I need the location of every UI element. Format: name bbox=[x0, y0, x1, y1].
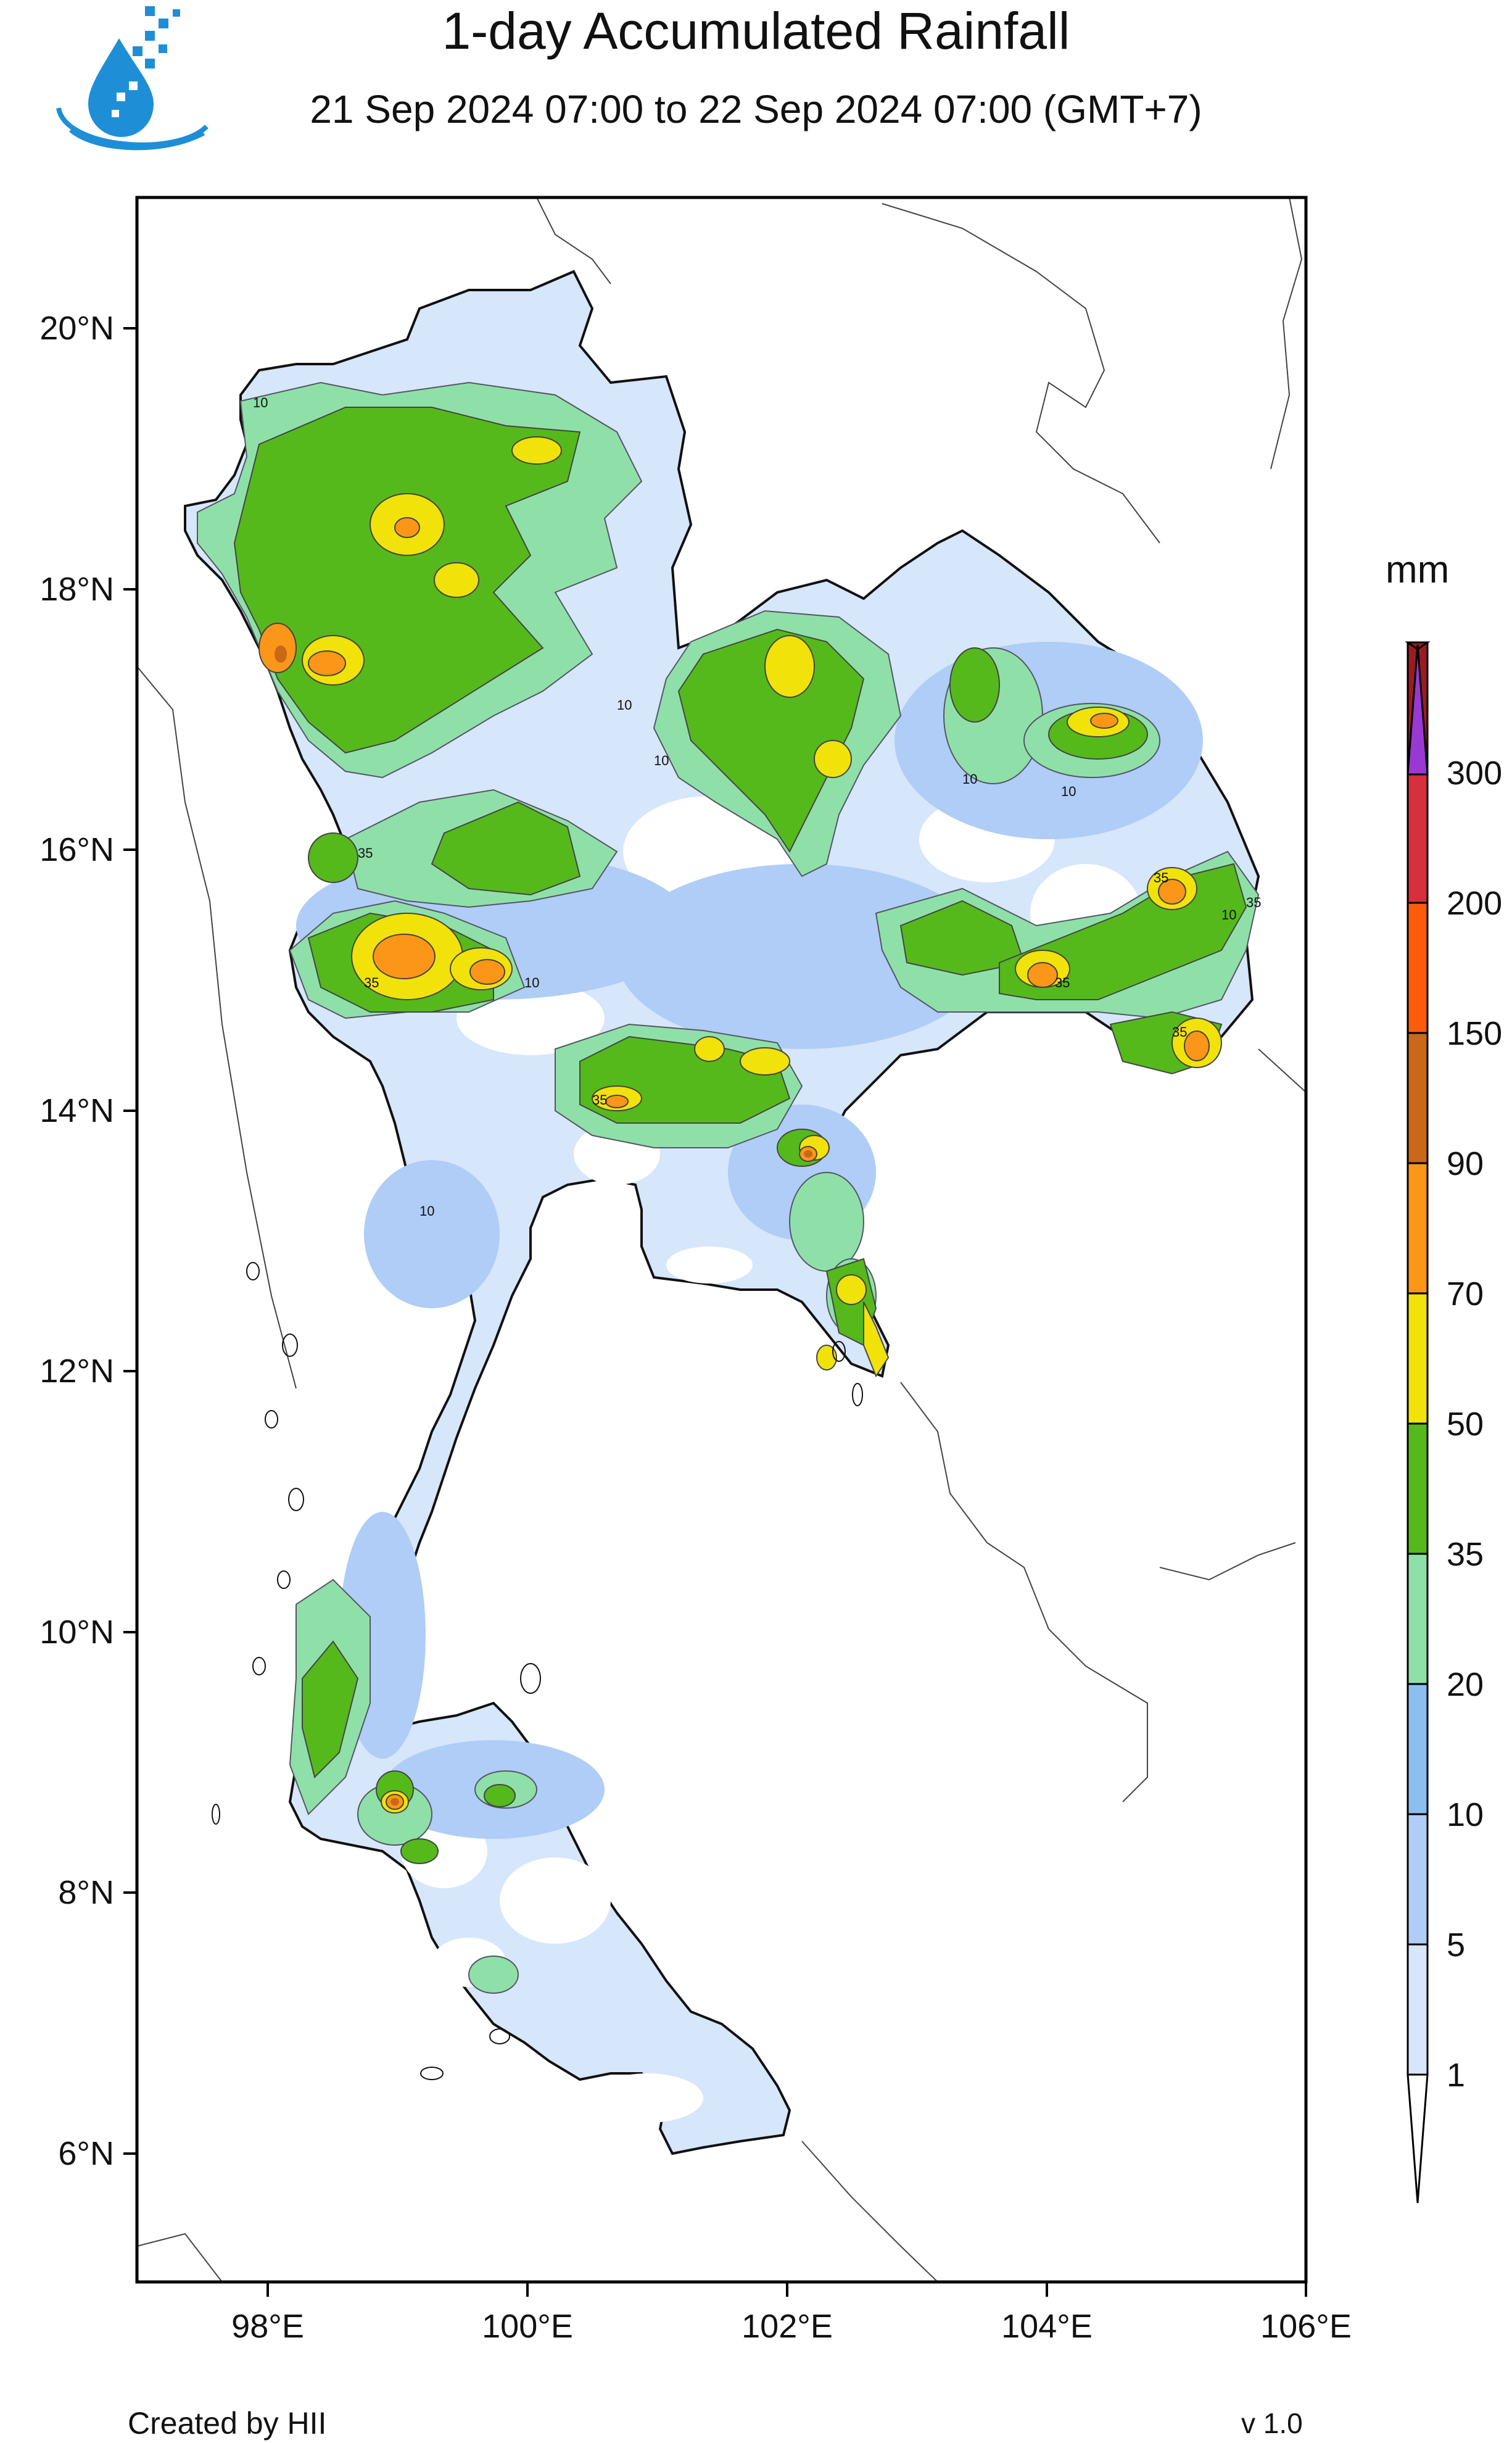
legend-swatch-20 bbox=[1407, 1553, 1429, 1685]
legend-label: 35 bbox=[1447, 1536, 1484, 1573]
legend-label: 90 bbox=[1447, 1145, 1484, 1182]
map-title: 1-day Accumulated Rainfall bbox=[442, 2, 1070, 60]
contour-label-10: 10 bbox=[253, 395, 268, 410]
contour-label-35: 35 bbox=[1055, 975, 1070, 990]
legend-swatch-90 bbox=[1407, 1032, 1429, 1164]
legend-swatch-1 bbox=[1407, 1943, 1429, 2076]
legend-label: 200 bbox=[1447, 885, 1503, 922]
legend-swatch-200 bbox=[1407, 771, 1429, 904]
legend-label: 70 bbox=[1447, 1275, 1484, 1313]
lon-label: 98°E bbox=[231, 2308, 304, 2345]
contour-label-10: 10 bbox=[617, 697, 632, 713]
legend-swatch-10 bbox=[1407, 1683, 1429, 1815]
latitude-labels: 20°N 18°N 16°N 14°N 12°N 10°N 8°N 6°N bbox=[39, 310, 114, 2172]
version-text: v 1.0 bbox=[1241, 2407, 1303, 2439]
lat-label: 10°N bbox=[39, 1614, 114, 1651]
latitude-axis bbox=[123, 327, 137, 2155]
country-borders bbox=[137, 197, 1306, 2282]
legend-lower-arrow bbox=[1407, 2073, 1429, 2204]
lon-label: 106°E bbox=[1260, 2308, 1352, 2345]
contour-label-10: 10 bbox=[962, 771, 977, 787]
contour-label-35: 35 bbox=[364, 975, 379, 990]
map-area bbox=[137, 197, 1306, 2282]
legend-unit: mm bbox=[1386, 549, 1450, 591]
map-frame bbox=[135, 196, 1308, 2284]
rain-50-70 bbox=[258, 517, 1210, 1810]
longitude-labels: 98°E 100°E 102°E 104°E 106°E bbox=[231, 2308, 1352, 2345]
lon-label: 104°E bbox=[1001, 2308, 1093, 2345]
rain-70-90 bbox=[275, 645, 812, 1806]
contour-label-10: 10 bbox=[654, 753, 669, 768]
contour-label-35: 35 bbox=[1246, 895, 1261, 910]
contour-label-10: 10 bbox=[524, 975, 539, 990]
legend-swatch-150 bbox=[1407, 902, 1429, 1034]
color-legend bbox=[1405, 641, 1431, 2204]
legend-label: 50 bbox=[1447, 1406, 1484, 1443]
lat-label: 16°N bbox=[39, 831, 114, 868]
legend-label: 20 bbox=[1447, 1666, 1484, 1703]
lat-label: 18°N bbox=[39, 571, 114, 608]
contour-label-10: 10 bbox=[1221, 907, 1236, 923]
legend-label: 300 bbox=[1447, 755, 1503, 792]
lat-label: 14°N bbox=[39, 1092, 114, 1129]
contour-label-35: 35 bbox=[1154, 870, 1168, 886]
contour-labels: 10 10 10 10 10 10 10 10 35 35 35 35 35 3… bbox=[253, 395, 1261, 1219]
lon-label: 100°E bbox=[482, 2308, 573, 2345]
legend-label: 10 bbox=[1447, 1796, 1484, 1833]
contour-label-35: 35 bbox=[592, 1092, 607, 1108]
legend-label: 5 bbox=[1447, 1927, 1466, 1964]
longitude-axis bbox=[266, 2282, 1307, 2297]
credit-text: Created by HII bbox=[128, 2406, 327, 2441]
islands bbox=[212, 1262, 863, 2080]
legend-label: 150 bbox=[1447, 1015, 1503, 1052]
lat-label: 12°N bbox=[39, 1353, 114, 1390]
lat-label: 8°N bbox=[58, 1874, 114, 1911]
contour-label-10: 10 bbox=[419, 1203, 434, 1219]
contour-label-35: 35 bbox=[358, 845, 373, 861]
contour-label-10: 10 bbox=[1061, 784, 1076, 799]
legend-swatch-50 bbox=[1407, 1292, 1429, 1425]
legend-swatch-5 bbox=[1407, 1813, 1429, 1946]
lat-label: 6°N bbox=[58, 2135, 114, 2172]
lon-label: 102°E bbox=[742, 2308, 833, 2345]
map-subtitle: 21 Sep 2024 07:00 to 22 Sep 2024 07:00 (… bbox=[310, 87, 1202, 131]
lat-label: 20°N bbox=[39, 310, 114, 347]
legend-label: 1 bbox=[1447, 2057, 1466, 2094]
contour-label-35: 35 bbox=[1172, 1024, 1187, 1040]
hii-logo bbox=[56, 6, 209, 151]
legend-swatch-35 bbox=[1407, 1422, 1429, 1555]
legend-top-arrow bbox=[1407, 644, 1429, 776]
rain-20-35 bbox=[233, 407, 1247, 1864]
legend-swatch-70 bbox=[1407, 1162, 1429, 1295]
